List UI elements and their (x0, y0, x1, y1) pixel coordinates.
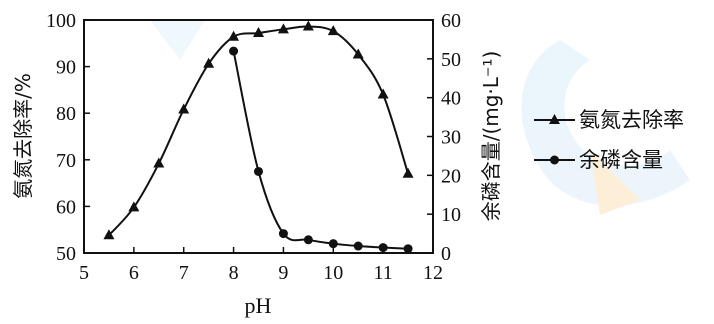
legend-label-removal: 氨氮去除率 (579, 108, 684, 132)
x-tick-label: 5 (79, 262, 89, 284)
legend-label-phosphorus: 余磷含量 (579, 148, 663, 172)
data-point-circle (403, 244, 413, 254)
plot-frame (83, 19, 434, 254)
y-right-tick-label: 10 (441, 204, 461, 226)
y-left-tick-label: 100 (46, 10, 76, 32)
data-point-circle (378, 243, 388, 253)
data-point-circle (353, 241, 363, 251)
data-point-triangle (128, 201, 140, 212)
x-tick-label: 12 (423, 262, 443, 284)
data-point-circle (229, 46, 239, 56)
y-right-tick-label: 60 (441, 10, 461, 32)
x-tick-label: 6 (129, 262, 139, 284)
y-left-tick-label: 70 (56, 150, 76, 172)
x-tick-label: 8 (229, 262, 239, 284)
data-point-triangle (253, 27, 264, 38)
y-left-tick-label: 60 (56, 196, 76, 218)
data-point-triangle (302, 20, 314, 31)
data-point-triangle (277, 23, 289, 34)
x-tick-label: 9 (278, 262, 288, 284)
series-line-1 (232, 50, 409, 250)
y-left-tick-label: 80 (56, 103, 76, 125)
legend: 氨氮去除率 余磷含量 (534, 108, 684, 172)
data-point-triangle (377, 88, 389, 99)
series-layer (103, 20, 414, 254)
data-point-circle (278, 229, 288, 239)
data-point-circle (254, 166, 263, 176)
x-tick-label: 10 (323, 262, 343, 284)
y-left-tick-label: 90 (56, 57, 76, 79)
watermark (150, 20, 690, 215)
x-axis-label: pH (245, 293, 272, 318)
y-axis-left-label: 氨氮去除率/% (11, 73, 35, 199)
data-point-circle (303, 235, 313, 245)
data-point-triangle (402, 167, 414, 178)
data-point-triangle (228, 30, 240, 41)
data-point-triangle (352, 48, 364, 59)
y-left-tick-label: 50 (56, 243, 76, 265)
x-tick-label: 11 (374, 262, 393, 284)
data-point-triangle (327, 25, 339, 36)
y-right-tick-label: 50 (441, 49, 461, 71)
y-right-tick-label: 0 (441, 243, 451, 265)
y-right-tick-label: 20 (441, 165, 461, 187)
axis-ticks: 5 6 7 8 9 10 11 12 50 60 70 80 90 100 0 10 20 30 40 50 60 (46, 10, 461, 284)
data-point-circle (328, 239, 338, 249)
legend-marker-circle (550, 155, 559, 165)
data-point-triangle (178, 103, 190, 114)
data-point-triangle (203, 57, 215, 68)
legend-marker-triangle (549, 114, 560, 124)
y-right-tick-label: 30 (441, 127, 461, 149)
x-tick-label: 7 (179, 262, 189, 284)
data-point-triangle (103, 229, 115, 240)
y-axis-right-label: 余磷含量/(mg·L⁻¹) (479, 51, 503, 222)
data-point-triangle (153, 157, 165, 168)
y-right-tick-label: 40 (441, 88, 461, 110)
